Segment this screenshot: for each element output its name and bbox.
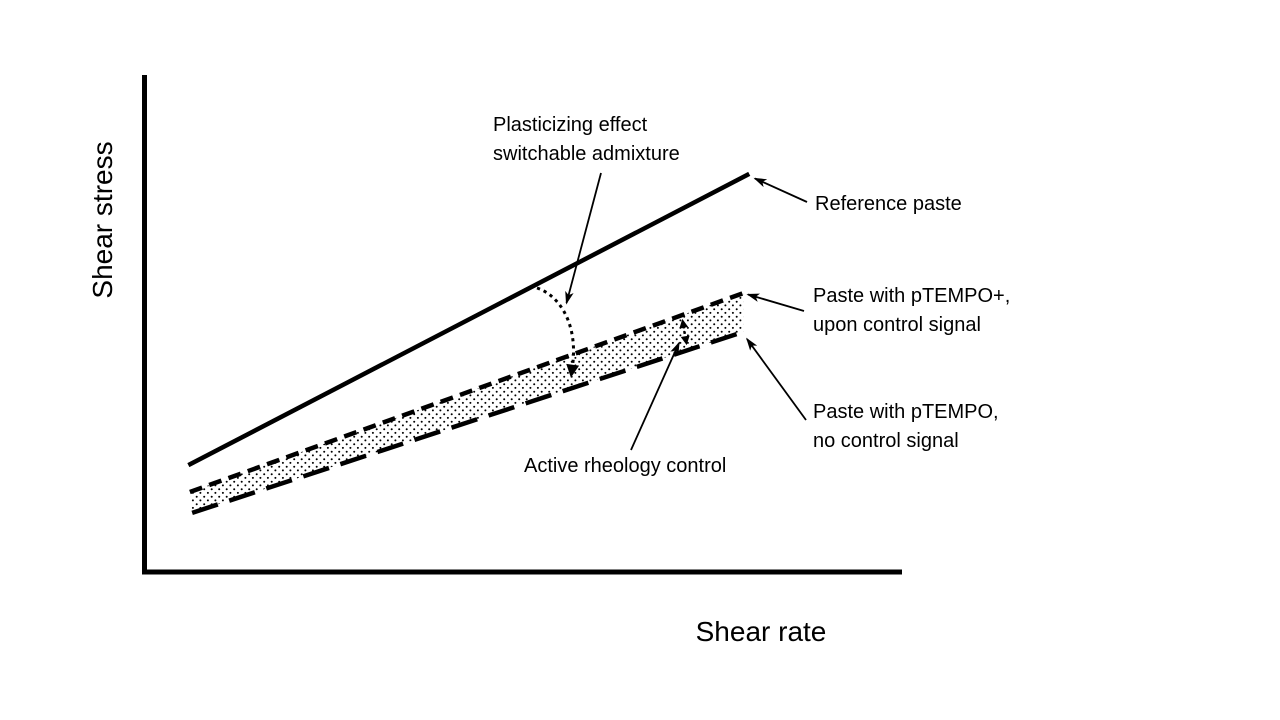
x-axis-label: Shear rate [695, 616, 827, 647]
active-rheology-label: Active rheology control [524, 455, 727, 477]
control-double-arrow [679, 318, 690, 346]
reference-paste-label: Reference paste [815, 193, 962, 215]
ptempo-label: Paste with pTEMPO, no control signal [813, 398, 999, 456]
plasticizing-label-line2: switchable admixture [493, 143, 680, 165]
plasticizing-leader-arrow [565, 172, 602, 305]
ptempo-plus-leader-arrow [746, 293, 805, 312]
axes [142, 75, 902, 575]
series-ptempo-plus [189, 291, 744, 495]
ptempo-leader-arrow [746, 337, 807, 421]
reference-leader-arrow [753, 177, 808, 203]
series-ptempo [191, 329, 744, 515]
y-axis-label: Shear stress [87, 141, 118, 299]
plasticizing-label: Plasticizing effect switchable admixture [493, 111, 680, 169]
switchable-band [189, 293, 744, 513]
plasticizing-label-line1: Plasticizing effect [493, 114, 648, 136]
ptempo-label-line1: Paste with pTEMPO, [813, 401, 999, 423]
plasticizing-arrow [536, 286, 580, 378]
ptempo-plus-label: Paste with pTEMPO+, upon control signal [813, 282, 1010, 340]
active-rheology-leader-arrow [630, 341, 680, 451]
ptempo-plus-label-line1: Paste with pTEMPO+, [813, 285, 1011, 307]
ptempo-label-line2: no control signal [813, 430, 959, 452]
series-reference-paste [187, 171, 751, 468]
ptempo-plus-label-line2: upon control signal [813, 314, 981, 336]
